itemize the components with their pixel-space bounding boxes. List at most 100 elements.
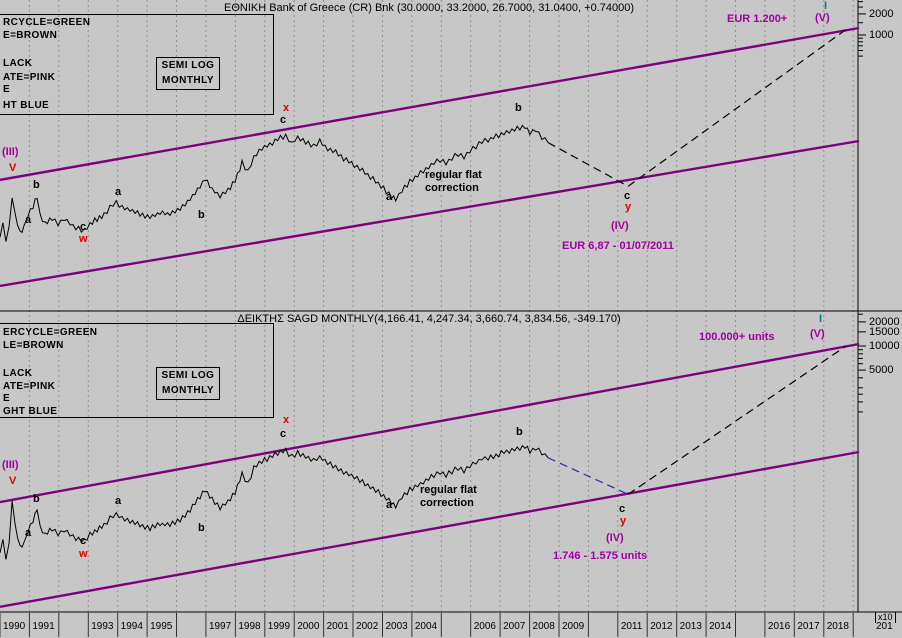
wave-label-b[interactable]: b <box>516 426 523 438</box>
wave-label-v[interactable]: V <box>9 475 17 487</box>
annotation-text[interactable]: regular flat correction <box>420 484 477 509</box>
scale-mode-line: SEMI LOG <box>161 60 215 71</box>
channel-line-upper-top <box>0 26 860 182</box>
wave-label-iii[interactable]: (III) <box>2 146 19 158</box>
year-label: 1994 <box>120 621 143 632</box>
projection-line-top <box>547 142 629 187</box>
wave-label-v[interactable]: (V) <box>815 12 830 24</box>
wave-label-c[interactable]: c <box>80 535 87 547</box>
wave-label-v[interactable]: (V) <box>810 328 825 340</box>
legend-line: ERCYCLE=GREEN <box>3 327 98 338</box>
price-series-top <box>0 124 549 242</box>
wave-degree-legend-top[interactable]: RCYCLE=GREEN E=BROWN LACK ATE=PINK E HT BLUE <box>0 14 274 115</box>
legend-line: E <box>3 84 11 95</box>
wave-label-i[interactable]: I <box>824 0 828 12</box>
scale-mode-line: SEMI LOG <box>161 370 215 381</box>
wave-label-a[interactable]: a <box>115 186 122 198</box>
price-series-bottom <box>0 444 549 560</box>
year-label: 2017 <box>797 621 820 632</box>
projection-line-bottom <box>547 457 629 495</box>
wave-label-c[interactable]: c <box>80 221 87 233</box>
wave-label-x[interactable]: x <box>283 414 290 426</box>
year-label: 201 <box>876 621 893 632</box>
y-axis-label: 10000 <box>869 340 900 352</box>
wave-label-c[interactable]: c <box>619 503 626 515</box>
year-label: 2008 <box>532 621 555 632</box>
year-label: 2004 <box>414 621 438 632</box>
channel-line-upper-bottom <box>0 342 860 504</box>
annotation-text[interactable]: regular flat correction <box>425 169 482 194</box>
year-label: 2016 <box>767 621 791 632</box>
year-label: 1990 <box>3 621 26 632</box>
wave-degree-legend-bottom[interactable]: ERCYCLE=GREEN LE=BROWN LACK ATE=PINK E GHT BL… <box>0 323 274 418</box>
legend-line: LACK <box>3 368 33 379</box>
wave-label-w[interactable]: w <box>79 548 88 560</box>
wave-label-a[interactable]: a <box>115 495 122 507</box>
year-label: 2009 <box>561 621 585 632</box>
legend-line: LACK <box>3 58 33 69</box>
year-label: 2001 <box>326 621 349 632</box>
wave-label-iv[interactable]: (IV) <box>611 220 629 232</box>
chart-title-bottom: ΔΕΙΚΤΗΣ SAGD MONTHLY(4,166.41, 4,247.34,… <box>237 313 621 325</box>
y-axis-label: 2000 <box>869 8 894 20</box>
scale-mode-box-bottom[interactable]: SEMI LOG MONTHLY <box>156 367 220 400</box>
annotation-text[interactable]: EUR 1.200+ <box>727 13 788 25</box>
projection-line-top <box>627 29 847 187</box>
year-label: 2018 <box>826 621 849 632</box>
wave-label-b[interactable]: b <box>198 209 205 221</box>
year-label: 1997 <box>208 621 232 632</box>
year-label: 2003 <box>385 621 408 632</box>
annotation-text[interactable]: 1.746 - 1.575 units <box>553 550 648 562</box>
wave-label-b[interactable]: b <box>198 522 205 534</box>
wave-label-iv[interactable]: (IV) <box>606 532 624 544</box>
scale-mode-line: MONTHLY <box>161 385 215 396</box>
chart-title-top: ΕΘΝΙΚΗ Bank of Greece (CR) Bnk (30.0000,… <box>223 2 634 14</box>
wave-label-v[interactable]: V <box>9 162 17 174</box>
wave-label-iii[interactable]: (III) <box>2 459 19 471</box>
wave-label-b[interactable]: b <box>515 102 522 114</box>
wave-label-a[interactable]: a <box>25 527 32 539</box>
y-axis-label: 15000 <box>869 326 900 338</box>
wave-label-c[interactable]: c <box>280 114 287 126</box>
channel-line-lower-top <box>0 139 860 288</box>
legend-line: RCYCLE=GREEN <box>3 17 91 28</box>
scale-mode-box-top[interactable]: SEMI LOG MONTHLY <box>156 57 220 90</box>
wave-label-a[interactable]: a <box>386 499 393 511</box>
year-label: 1998 <box>238 621 261 632</box>
year-label: 1993 <box>91 621 114 632</box>
year-label: 2000 <box>297 621 320 632</box>
wave-label-w[interactable]: w <box>79 233 88 245</box>
wave-label-b[interactable]: b <box>33 179 40 191</box>
y-axis-label: 5000 <box>869 364 894 376</box>
legend-line: ATE=PINK <box>3 381 56 392</box>
legend-line: HT BLUE <box>3 100 50 111</box>
wave-label-c[interactable]: c <box>280 428 287 440</box>
year-label: 2012 <box>650 621 673 632</box>
annotation-text[interactable]: EUR 6,87 - 01/07/2011 <box>562 240 674 252</box>
wave-label-a[interactable]: a <box>386 191 393 203</box>
year-label: 2006 <box>473 621 496 632</box>
y-axis-label: 1000 <box>869 29 894 41</box>
year-label: 2002 <box>356 621 379 632</box>
year-label: 1999 <box>267 621 291 632</box>
wave-label-a[interactable]: a <box>25 214 32 226</box>
legend-line: E <box>3 393 11 404</box>
year-label: 2013 <box>679 621 702 632</box>
wave-label-b[interactable]: b <box>33 493 40 505</box>
wave-label-y[interactable]: y <box>620 515 627 527</box>
annotation-text[interactable]: 100.000+ units <box>699 331 775 343</box>
legend-line: E=BROWN <box>3 30 58 41</box>
scale-mode-line: MONTHLY <box>161 75 215 86</box>
y-axis-label: 20000 <box>869 316 900 328</box>
wave-label-y[interactable]: y <box>625 201 632 213</box>
year-label: 2014 <box>709 621 732 632</box>
wave-label-c[interactable]: c <box>624 190 631 202</box>
year-label: 1991 <box>32 621 55 632</box>
wave-label-x[interactable]: x <box>283 102 290 114</box>
year-label: 1995 <box>150 621 173 632</box>
year-label: 2011 <box>620 621 643 632</box>
wave-label-i[interactable]: I <box>819 313 823 325</box>
